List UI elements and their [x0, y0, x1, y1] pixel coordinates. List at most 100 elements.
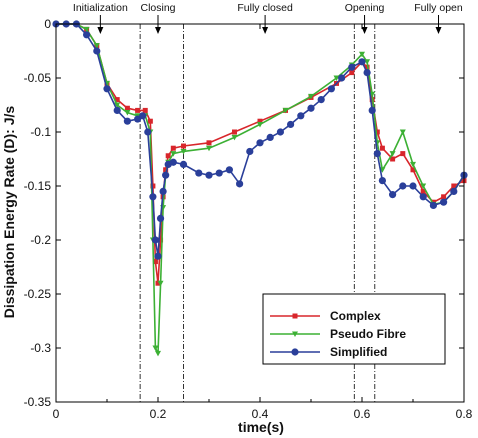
- y-tick-label: -0.2: [30, 233, 51, 247]
- data-point-simplified: [266, 133, 274, 141]
- phase-label-closing: Closing: [140, 2, 175, 14]
- data-point-pseudo-fibre: [359, 51, 365, 58]
- data-point-pseudo-fibre: [389, 151, 396, 157]
- data-point-simplified: [368, 106, 376, 114]
- data-point-simplified: [123, 117, 131, 125]
- data-point-pseudo-fibre: [83, 26, 90, 33]
- phase-label-fully-open: Fully open: [414, 2, 463, 14]
- data-point-simplified: [399, 182, 407, 190]
- x-tick-label: 0.6: [354, 407, 371, 421]
- data-point-complex: [163, 167, 169, 173]
- x-tick-label: 0: [53, 407, 60, 421]
- data-point-simplified: [378, 177, 386, 185]
- data-point-complex: [165, 153, 171, 159]
- data-point-simplified: [409, 182, 417, 190]
- legend-label-simplified: Simplified: [330, 345, 387, 359]
- y-tick-label: -0.3: [30, 341, 51, 355]
- data-point-simplified: [83, 31, 91, 39]
- data-point-pseudo-fibre: [257, 121, 263, 128]
- y-tick-label: -0.1: [30, 125, 51, 139]
- data-point-complex: [410, 167, 416, 173]
- data-point-pseudo-fibre: [170, 151, 177, 157]
- data-point-pseudo-fibre: [333, 75, 340, 81]
- x-tick-label: 0.8: [456, 407, 473, 421]
- legend: Complex Pseudo Fibre Simplified: [262, 293, 446, 365]
- legend-label-pseudo-fibre: Pseudo Fibre: [330, 327, 406, 341]
- data-point-complex: [155, 280, 161, 286]
- y-tick-label: -0.15: [24, 179, 52, 193]
- data-point-simplified: [450, 187, 458, 195]
- data-point-simplified: [327, 85, 335, 93]
- data-point-complex: [150, 183, 156, 189]
- y-tick-label: -0.25: [24, 287, 52, 301]
- data-point-pseudo-fibre: [206, 145, 212, 152]
- data-point-simplified: [179, 160, 188, 168]
- data-point-complex: [142, 107, 148, 113]
- data-point-complex: [170, 145, 176, 151]
- data-point-simplified: [236, 180, 244, 188]
- data-point-simplified: [307, 104, 315, 112]
- data-point-pseudo-fibre: [308, 93, 314, 100]
- data-point-simplified: [169, 158, 177, 166]
- data-point-complex: [420, 188, 426, 194]
- data-point-simplified: [256, 139, 264, 147]
- data-point-simplified: [373, 150, 381, 158]
- phase-arrowhead-opening: [361, 27, 368, 34]
- phase-arrowhead-fully-closed: [262, 27, 269, 34]
- legend-marker-pseudo-fibre: [292, 331, 298, 337]
- data-point-complex: [374, 129, 380, 135]
- data-point-simplified: [246, 147, 254, 156]
- data-point-simplified: [205, 171, 213, 179]
- data-point-pseudo-fibre: [180, 148, 187, 155]
- y-tick-label: -0.05: [24, 71, 52, 85]
- data-point-pseudo-fibre: [157, 280, 164, 287]
- data-point-simplified: [287, 120, 295, 129]
- data-point-complex: [349, 70, 355, 76]
- data-point-complex: [206, 140, 212, 146]
- y-tick-label: 0: [44, 17, 51, 31]
- data-point-simplified: [297, 112, 305, 120]
- data-point-pseudo-fibre: [282, 107, 289, 114]
- data-point-pseudo-fibre: [124, 110, 131, 116]
- data-point-simplified: [225, 166, 233, 174]
- data-point-pseudo-fibre: [114, 102, 121, 108]
- data-point-pseudo-fibre: [231, 134, 238, 141]
- data-point-simplified: [389, 191, 397, 199]
- data-point-complex: [135, 107, 141, 113]
- data-point-pseudo-fibre: [420, 183, 427, 189]
- data-point-complex: [257, 118, 263, 124]
- data-point-simplified: [429, 201, 437, 210]
- data-point-complex: [364, 64, 370, 70]
- phase-arrowhead-initialization: [97, 27, 104, 34]
- series-pseudo-fibre: [53, 21, 467, 357]
- data-point-simplified: [276, 128, 284, 136]
- data-point-pseudo-fibre: [410, 161, 416, 168]
- data-point-complex: [124, 105, 130, 111]
- axis-ticks: 0 0.2 0.4 0.6 0.8 0 -0.05 -0.1 -0.15 -0.2 -0.25 -0.…: [24, 17, 473, 421]
- data-point-simplified: [156, 214, 165, 222]
- phase-arrowhead-closing: [155, 27, 161, 34]
- data-point-simplified: [149, 193, 157, 201]
- x-tick-label: 0.4: [252, 407, 269, 421]
- data-point-simplified: [215, 169, 223, 177]
- data-point-simplified: [154, 252, 162, 260]
- data-point-pseudo-fibre: [364, 59, 371, 65]
- legend-marker-complex: [292, 313, 298, 319]
- phase-label-opening: Opening: [345, 2, 385, 14]
- data-point-pseudo-fibre: [399, 129, 406, 135]
- data-point-complex: [451, 183, 457, 189]
- data-point-simplified: [144, 128, 152, 136]
- data-point-complex: [390, 156, 396, 162]
- data-point-simplified: [419, 193, 427, 201]
- data-point-complex: [232, 129, 237, 135]
- data-point-complex: [158, 237, 164, 243]
- x-axis-title: time(s): [238, 419, 284, 435]
- data-point-simplified: [358, 58, 366, 66]
- data-point-simplified: [195, 169, 203, 177]
- data-point-simplified: [348, 63, 356, 71]
- data-point-pseudo-fibre: [369, 91, 376, 98]
- data-point-simplified: [103, 85, 111, 93]
- y-tick-label: -0.35: [24, 395, 52, 409]
- series-line-pseudo-fibre: [56, 23, 465, 354]
